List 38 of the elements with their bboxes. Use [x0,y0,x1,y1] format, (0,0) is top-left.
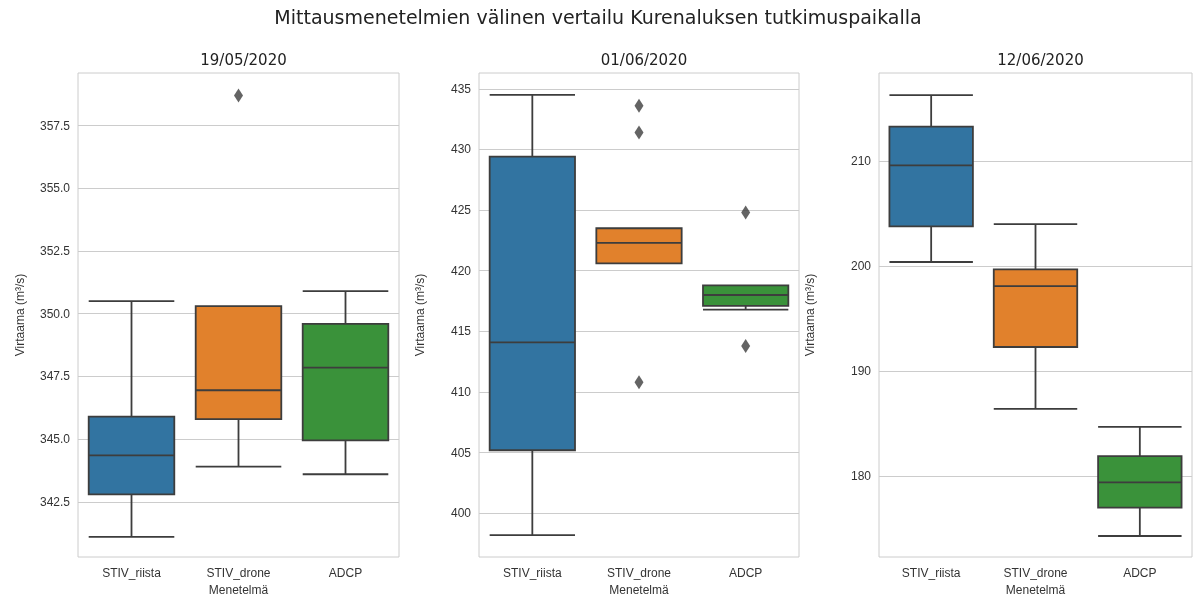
chart-subtitle: 01/06/2020 [600,50,688,69]
y-tick-label: 357.5 [39,118,71,133]
x-tick-label: ADCP [1123,566,1157,580]
y-tick-label: 430 [450,142,472,157]
y-tick-label: 180 [850,469,872,484]
x-axis-title: Menetelmä [1005,582,1066,597]
y-tick-label: 342.5 [39,494,71,509]
x-tick-label: STIV_riista [901,566,961,580]
y-tick-label: 425 [450,203,472,218]
x-tick-label: STIV_drone [1003,566,1068,580]
chart-subtitle: 12/06/2020 [997,50,1084,69]
x-axis-title: Menetelmä [208,582,269,597]
y-axis-title: Virtaama (m³/s) [803,273,817,357]
y-tick-label: 415 [450,324,472,339]
x-tick-label: STIV_riista [502,566,562,580]
y-tick-label: 410 [450,385,472,400]
y-tick-label: 350.0 [39,306,71,321]
x-tick-label: STIV_riista [102,566,162,580]
y-tick-label: 355.0 [39,181,71,196]
y-tick-label: 352.5 [39,244,71,259]
y-tick-label: 405 [450,445,472,460]
y-tick-label: 400 [450,506,472,521]
y-tick-label: 345.0 [39,432,71,447]
x-tick-label: STIV_drone [606,566,672,580]
y-tick-label: 190 [850,364,872,379]
text: Mittausmenetelmien välinen vertailu Kurenaluksen tutkimuspaikalla [273,6,923,28]
y-axis-title: Virtaama (m³/s) [413,273,427,357]
x-tick-label: ADCP [328,566,363,580]
x-axis-title: Menetelmä [609,582,669,597]
y-axis-title: Virtaama (m³/s) [13,273,27,357]
x-tick-label: STIV_drone [206,566,271,580]
y-tick-label: 200 [850,259,872,274]
x-tick-label: ADCP [728,566,763,580]
chart-subtitle: 19/05/2020 [200,50,287,69]
y-tick-label: 347.5 [39,369,71,384]
y-tick-label: 210 [850,154,872,169]
y-tick-label: 435 [450,81,472,96]
y-tick-label: 420 [450,263,472,278]
